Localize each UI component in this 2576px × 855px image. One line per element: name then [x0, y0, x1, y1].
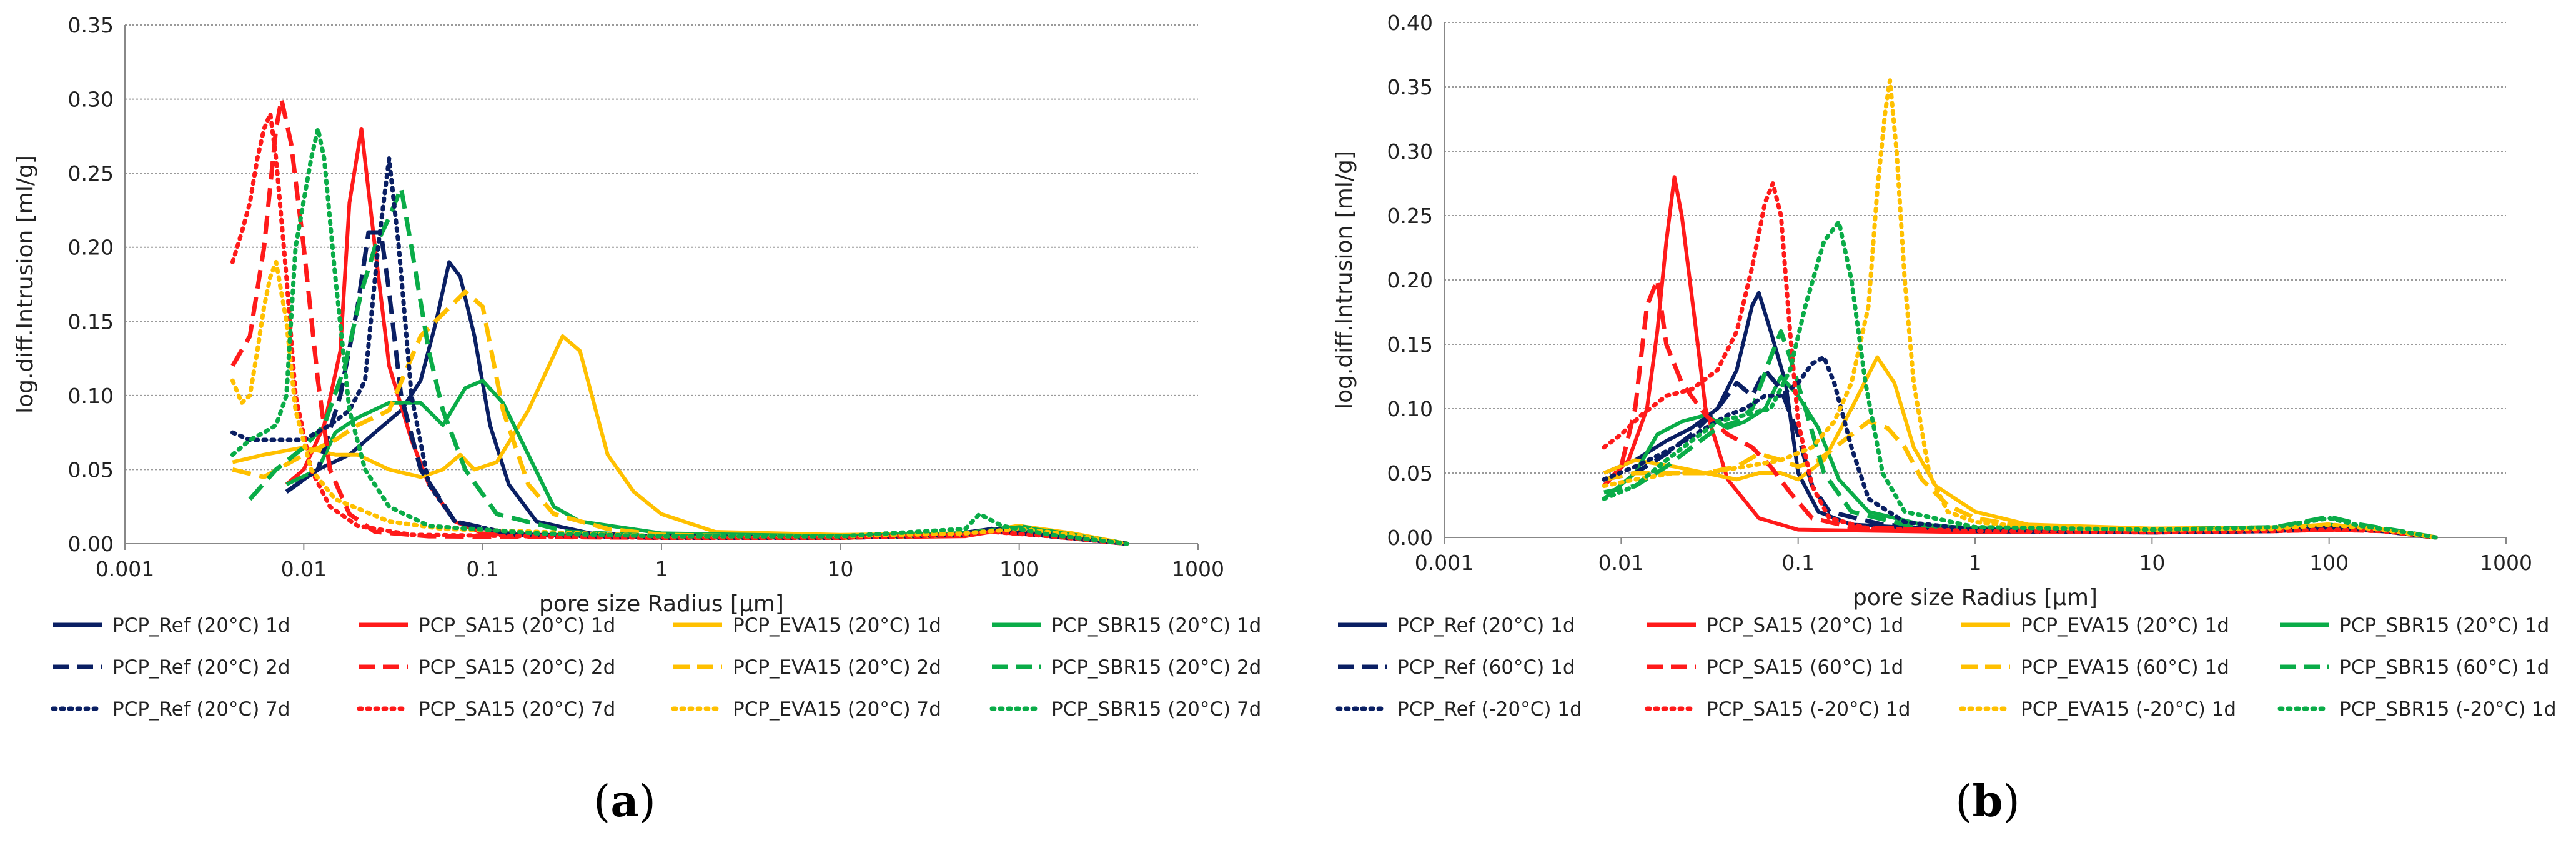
x-tick-label: 1000	[2480, 551, 2532, 575]
series-line	[1602, 175, 2436, 539]
legend-label: PCP_Ref (60°C) 1d	[1397, 656, 1575, 679]
y-tick-label: 0.00	[68, 532, 114, 556]
legend-label: PCP_SA15 (60°C) 1d	[1707, 656, 1903, 679]
y-tick-label: 0.05	[1387, 461, 1433, 486]
y-tick-label: 0.20	[1387, 268, 1433, 292]
x-tick-label: 0.001	[1415, 551, 1474, 575]
chart-b: 0.00 0.05 0.10 0.15 0.20 0.25 0.30 0.35 0.40 0.00…	[1332, 11, 2557, 721]
series-line	[1603, 329, 2436, 540]
x-tick-label: 1	[1969, 551, 1982, 575]
legend-label: PCP_Ref (20°C) 2d	[112, 656, 290, 679]
y-tick-label: 0.35	[68, 13, 114, 38]
y-tick-label: 0.15	[1387, 332, 1433, 357]
caption-a: (a)	[593, 775, 656, 827]
legend-label: PCP_SA15 (-20°C) 1d	[1707, 698, 1911, 721]
caption-b: (b)	[1955, 775, 2020, 827]
y-tick-label: 0.00	[1387, 526, 1433, 550]
legend-label: PCP_SA15 (20°C) 2d	[419, 656, 615, 679]
caption-b-letter: b	[1972, 775, 2003, 827]
y-axis-label: log.diff.Intrusion [ml/g]	[12, 155, 38, 414]
legend-label: PCP_Ref (20°C) 1d	[1397, 614, 1575, 637]
legend-label: PCP_EVA15 (60°C) 1d	[2021, 656, 2229, 679]
series-line	[285, 230, 1127, 546]
x-tick-label: 0.1	[466, 557, 498, 581]
legend-label: PCP_EVA15 (20°C) 2d	[733, 656, 941, 679]
y-tick-label: 0.40	[1387, 11, 1433, 35]
legend-label: PCP_SBR15 (60°C) 1d	[2339, 656, 2549, 679]
y-tick-label: 0.30	[1387, 139, 1433, 164]
legend-label: PCP_SBR15 (20°C) 2d	[1051, 656, 1261, 679]
y-tick-label: 0.25	[1387, 204, 1433, 228]
y-tick-label: 0.10	[1387, 397, 1433, 421]
x-axis-label: pore size Radius [μm]	[539, 591, 784, 617]
series-line	[230, 126, 1129, 546]
x-tick-label: 1	[655, 557, 668, 581]
caption-a-letter: a	[610, 775, 639, 827]
legend-label: PCP_Ref (20°C) 7d	[112, 698, 290, 721]
y-tick-label: 0.10	[68, 384, 114, 408]
legend-label: PCP_EVA15 (-20°C) 1d	[2021, 698, 2236, 721]
x-tick-label: 0.1	[1781, 551, 1814, 575]
legend-label: PCP_EVA15 (20°C) 1d	[2021, 614, 2229, 637]
y-tick-label: 0.30	[68, 88, 114, 112]
x-tick-label: 0.001	[96, 557, 154, 581]
series-line	[285, 127, 1127, 546]
series-line	[1602, 78, 2438, 540]
series-line	[1603, 368, 2436, 540]
x-tick-label: 10	[2139, 551, 2165, 575]
legend-label: PCP_EVA15 (20°C) 1d	[733, 614, 941, 637]
x-axis-label: pore size Radius [μm]	[1853, 585, 2098, 611]
x-tick-label: 0.01	[281, 557, 327, 581]
legend-label: PCP_SBR15 (20°C) 1d	[1051, 614, 1261, 637]
series-line	[1602, 374, 2436, 539]
legend-label: PCP_SA15 (20°C) 7d	[419, 698, 615, 721]
legend-label: PCP_SBR15 (-20°C) 1d	[2339, 698, 2557, 721]
x-tick-label: 10	[827, 557, 853, 581]
series-line	[232, 289, 1127, 546]
y-tick-label: 0.20	[68, 236, 114, 260]
x-tick-label: 0.01	[1598, 551, 1644, 575]
panel-b: 0.00 0.05 0.10 0.15 0.20 0.25 0.30 0.35 0.40 0.00…	[1288, 0, 2576, 855]
panel-a: 0.00 0.05 0.10 0.15 0.20 0.25 0.30 0.35 0.001 0.0…	[12, 13, 1261, 827]
series-line	[230, 259, 1129, 546]
x-tick-label: 1000	[1172, 557, 1224, 581]
legend-label: PCP_EVA15 (20°C) 7d	[733, 698, 941, 721]
y-tick-label: 0.35	[1387, 75, 1433, 99]
y-tick-label: 0.15	[68, 309, 114, 334]
y-tick-label: 0.05	[68, 458, 114, 482]
legend-label: PCP_SBR15 (20°C) 1d	[2339, 614, 2549, 637]
legend-label: PCP_Ref (20°C) 1d	[112, 614, 290, 637]
series-line	[1602, 278, 2436, 540]
x-tick-label: 100	[999, 557, 1039, 581]
legend-label: PCP_SBR15 (20°C) 7d	[1051, 698, 1261, 721]
legend-label: PCP_Ref (-20°C) 1d	[1397, 698, 1582, 721]
legend-label: PCP_SA15 (20°C) 1d	[1707, 614, 1903, 637]
y-tick-label: 0.25	[68, 161, 114, 186]
chart-a: 0.00 0.05 0.10 0.15 0.20 0.25 0.30 0.35 0.001 0.0…	[12, 13, 1261, 721]
series-line	[1602, 219, 2438, 540]
legend-label: PCP_SA15 (20°C) 1d	[419, 614, 615, 637]
series-line	[230, 156, 1129, 546]
x-tick-label: 100	[2309, 551, 2349, 575]
y-axis-label: log.diff.Intrusion [ml/g]	[1332, 151, 1357, 409]
series-line	[1602, 181, 2438, 540]
